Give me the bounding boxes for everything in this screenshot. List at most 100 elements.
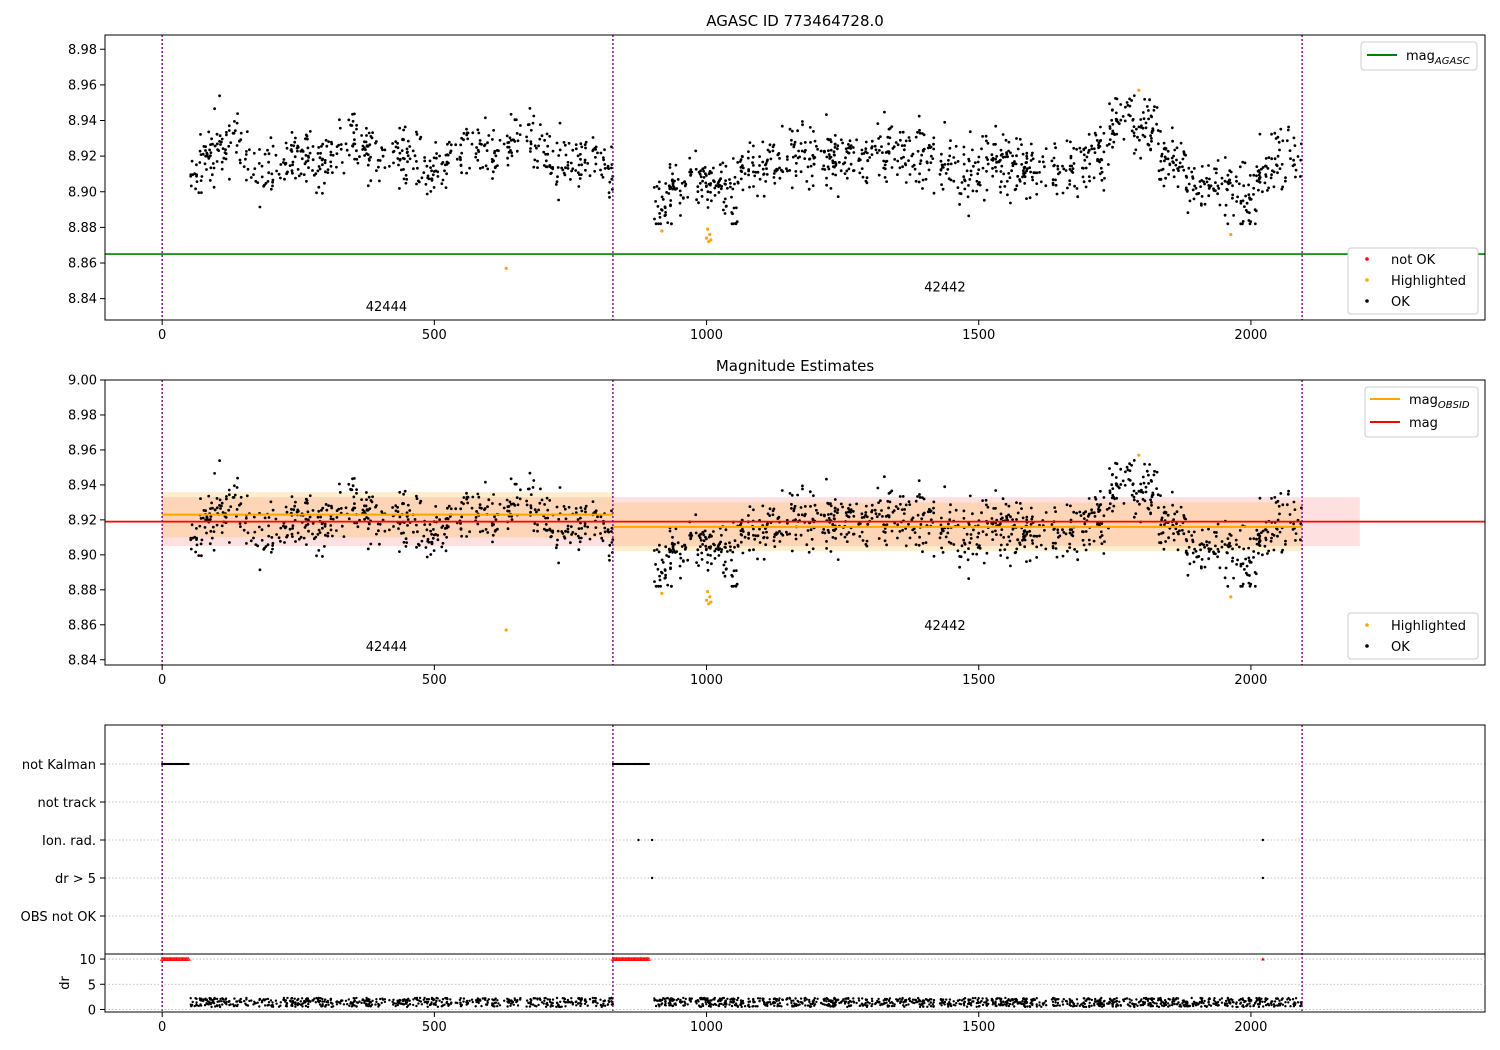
data-point xyxy=(308,130,312,133)
data-point xyxy=(1007,171,1011,175)
data-point xyxy=(566,524,570,528)
data-point xyxy=(762,535,766,539)
dr-point xyxy=(943,1000,947,1004)
data-point xyxy=(896,523,900,527)
data-point xyxy=(696,190,700,194)
dr-point xyxy=(1278,1004,1282,1007)
data-point xyxy=(529,140,533,144)
data-point xyxy=(571,167,575,171)
data-point xyxy=(460,534,463,538)
data-point xyxy=(902,155,905,159)
dr-point xyxy=(392,1003,395,1006)
dr-point xyxy=(1004,996,1007,1000)
data-point xyxy=(694,513,698,517)
data-point xyxy=(907,136,911,139)
data-point xyxy=(799,142,803,145)
data-point xyxy=(229,505,233,508)
data-point xyxy=(406,524,409,527)
data-point xyxy=(1166,513,1170,517)
data-point xyxy=(847,143,850,146)
data-point xyxy=(1011,527,1015,531)
y-tick-label: 8.96 xyxy=(68,78,97,93)
data-point xyxy=(531,486,535,489)
data-point xyxy=(197,554,201,557)
dr-point xyxy=(204,998,207,1001)
data-point xyxy=(324,170,327,174)
data-point xyxy=(356,161,360,165)
data-point xyxy=(470,142,474,146)
data-point xyxy=(809,505,812,508)
data-point xyxy=(900,144,904,148)
data-point xyxy=(794,154,797,158)
highlighted-point xyxy=(660,591,664,595)
data-point xyxy=(562,171,566,175)
data-point xyxy=(331,517,335,521)
data-point xyxy=(483,507,487,510)
data-point xyxy=(1294,532,1298,535)
data-point xyxy=(1208,548,1212,552)
dr-point xyxy=(555,996,559,1000)
dr-point xyxy=(1051,1000,1055,1003)
data-point xyxy=(222,156,226,160)
data-point xyxy=(260,175,264,179)
data-point xyxy=(405,147,409,151)
data-point xyxy=(311,158,315,162)
data-point xyxy=(821,531,824,534)
legend-line-main: mag xyxy=(1409,393,1438,408)
data-point xyxy=(1243,161,1247,165)
dr-point xyxy=(222,1000,225,1003)
data-point xyxy=(1039,180,1043,184)
data-point xyxy=(417,543,421,547)
data-point xyxy=(498,138,502,142)
dr-point xyxy=(775,997,779,1001)
dr-point xyxy=(462,1000,465,1003)
data-point xyxy=(290,532,294,536)
data-point xyxy=(375,169,378,173)
data-point xyxy=(466,137,470,141)
data-point xyxy=(205,531,208,535)
data-point xyxy=(203,526,207,529)
dr-point xyxy=(543,999,546,1002)
dr-point xyxy=(335,1003,339,1006)
data-point xyxy=(330,506,334,510)
dr-point xyxy=(1203,999,1206,1003)
data-point xyxy=(1030,539,1034,542)
data-point xyxy=(686,558,690,562)
data-point xyxy=(724,567,728,571)
data-point xyxy=(1183,153,1186,157)
dr-point xyxy=(896,998,900,1001)
data-point xyxy=(1192,167,1196,170)
data-point xyxy=(1125,101,1129,104)
data-point xyxy=(719,187,723,191)
dr-point xyxy=(440,1005,443,1008)
data-point xyxy=(883,167,887,171)
data-point xyxy=(1119,467,1123,471)
data-point xyxy=(946,531,950,535)
dr-point xyxy=(305,998,308,1001)
data-point xyxy=(213,144,217,148)
data-point xyxy=(1258,544,1262,547)
data-point xyxy=(732,584,735,588)
dr-point xyxy=(195,1001,198,1004)
dr-point xyxy=(905,1003,908,1007)
data-point xyxy=(579,536,583,540)
data-point xyxy=(1068,546,1072,549)
dr-point xyxy=(1135,998,1138,1001)
data-point xyxy=(556,175,559,179)
data-point xyxy=(1228,181,1232,185)
data-point xyxy=(1205,176,1208,180)
data-point xyxy=(1236,558,1239,562)
data-point xyxy=(558,148,562,152)
data-point xyxy=(213,107,217,111)
data-point xyxy=(1284,176,1287,180)
data-point xyxy=(904,503,908,507)
data-point xyxy=(406,160,409,164)
data-point xyxy=(299,535,303,539)
x-tick-label: 500 xyxy=(422,673,447,688)
data-point xyxy=(244,153,248,156)
data-point xyxy=(449,143,453,147)
data-point xyxy=(476,148,480,152)
data-point xyxy=(852,514,856,518)
data-point xyxy=(431,173,435,177)
data-point xyxy=(1130,493,1134,497)
